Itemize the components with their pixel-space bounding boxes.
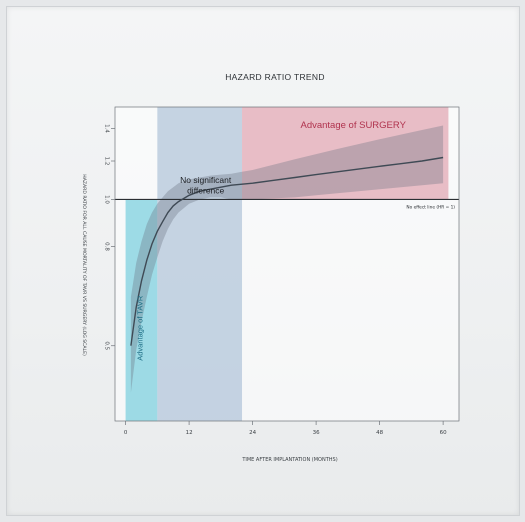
x-axis-label: TIME AFTER IMPLANTATION (MONTHS): [241, 457, 337, 463]
x-tick-label: 48: [376, 430, 383, 436]
region-layer: [115, 107, 459, 421]
chart-frame: HAZARD RATIO TREND No effect line (HR = …: [6, 6, 520, 516]
axes-layer: 0 12 24 36 48 60 0.5 0.8 1.0 1.2 1.4: [104, 106, 460, 436]
region-0: [125, 199, 158, 421]
hazard-curve-layer: [130, 156, 444, 346]
chart-title: HAZARD RATIO TREND: [225, 72, 325, 82]
y-tick-label: 1.0: [104, 195, 110, 204]
confidence-band: [130, 125, 444, 393]
x-tick-label: 0: [124, 430, 128, 436]
y-tick-label: 1.2: [104, 157, 110, 166]
reference-line-label: No effect line (HR = 1): [406, 204, 455, 210]
hazard-ratio-chart: HAZARD RATIO TREND No effect line (HR = …: [81, 72, 460, 463]
y-tick-label: 0.5: [104, 341, 110, 350]
region-2: [242, 107, 449, 200]
y-axis-label: HAZARD RATIO FOR ALL CAUSE MORTALITY OF …: [81, 174, 87, 356]
region-1: [157, 107, 243, 421]
reference-line-layer: No effect line (HR = 1): [115, 198, 459, 210]
x-tick-label: 24: [249, 430, 256, 436]
hazard-ratio-line: [130, 156, 444, 346]
x-tick-label: 12: [186, 430, 193, 436]
region-label-tavr: Advantage of TAVR: [136, 295, 145, 361]
x-tick-label: 36: [313, 430, 320, 436]
region-label-layer: Advantage of SURGERY No significant differ…: [136, 120, 407, 361]
y-tick-label: 1.4: [104, 124, 110, 133]
confidence-band-layer: [130, 125, 444, 393]
x-tick-label: 60: [440, 430, 447, 436]
y-tick-label: 0.8: [104, 242, 110, 251]
region-label-no-difference: No significant difference: [180, 175, 232, 196]
plot-border: [114, 106, 460, 422]
region-label-surgery: Advantage of SURGERY: [300, 120, 406, 131]
